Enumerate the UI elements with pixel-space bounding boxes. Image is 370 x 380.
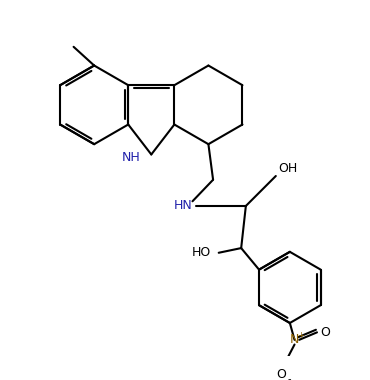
Text: O: O: [276, 368, 286, 380]
Text: HO: HO: [192, 246, 212, 259]
Text: HN: HN: [174, 200, 192, 212]
Text: +: +: [297, 331, 305, 340]
Text: NH: NH: [121, 151, 140, 164]
Text: -: -: [287, 374, 291, 380]
Text: O: O: [320, 326, 330, 339]
Text: OH: OH: [279, 162, 298, 175]
Text: N: N: [290, 333, 299, 346]
